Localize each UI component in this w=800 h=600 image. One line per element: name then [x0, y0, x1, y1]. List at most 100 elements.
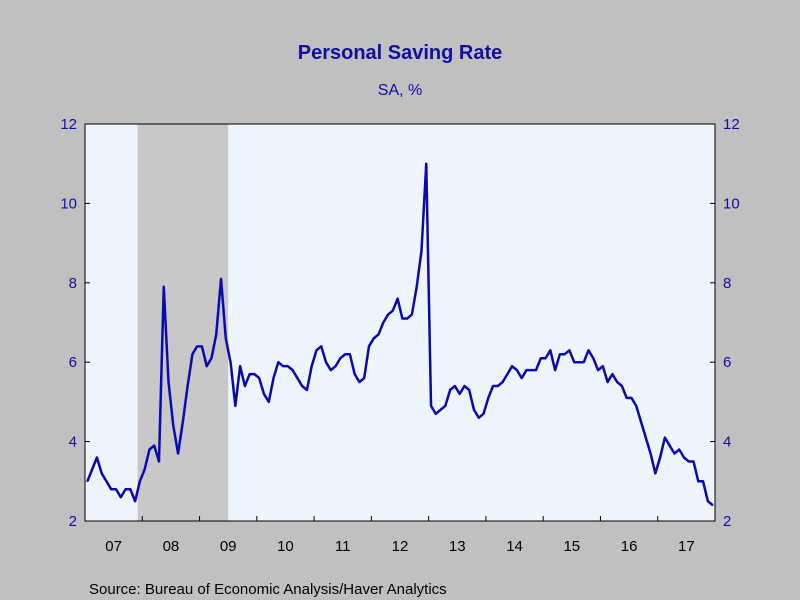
data-point [100, 472, 103, 475]
data-point [606, 381, 609, 383]
data-point [277, 361, 280, 364]
data-point [516, 369, 518, 371]
data-point [645, 436, 647, 439]
data-point [482, 413, 485, 415]
y-tick-label-right: 10 [723, 195, 740, 212]
chart-subtitle: SA, % [378, 82, 422, 99]
data-point [162, 285, 165, 288]
data-point [353, 373, 356, 375]
data-point [210, 357, 213, 360]
data-point [239, 365, 241, 367]
data-point [415, 285, 418, 288]
data-point [582, 361, 585, 364]
data-point [597, 369, 599, 371]
data-point [368, 345, 370, 348]
data-point [683, 456, 685, 459]
data-point [411, 313, 413, 316]
data-point [501, 381, 504, 383]
data-point [621, 385, 623, 387]
x-tick-label: 07 [105, 538, 122, 555]
data-point [454, 385, 456, 387]
y-axis-left-labels: 2 4 6 8 10 12 [60, 116, 77, 530]
data-point [334, 365, 337, 367]
data-point [654, 472, 657, 475]
data-point [458, 393, 461, 395]
data-point [220, 278, 222, 280]
x-tick-label: 08 [163, 538, 180, 555]
data-point [96, 456, 98, 459]
x-tick-label: 12 [392, 538, 409, 555]
data-point [568, 349, 571, 352]
y-tick-label-left: 6 [69, 354, 77, 371]
data-point [124, 488, 127, 491]
data-point [182, 420, 184, 423]
data-point [377, 333, 380, 336]
data-point [687, 460, 690, 463]
data-point [139, 480, 141, 483]
data-point [511, 365, 513, 367]
data-point [592, 357, 595, 360]
data-point [563, 353, 566, 356]
data-point [396, 297, 399, 300]
data-point [406, 317, 408, 320]
y-tick-label-left: 10 [60, 195, 77, 212]
data-point [272, 377, 275, 379]
y-tick-label-left: 8 [69, 275, 77, 292]
data-point [177, 452, 179, 455]
data-point [363, 377, 366, 379]
data-point [692, 460, 695, 463]
data-point [640, 420, 642, 423]
data-point [201, 345, 203, 348]
data-point [664, 436, 666, 439]
data-point [520, 377, 523, 379]
data-point [110, 488, 113, 491]
data-point [129, 488, 132, 491]
data-point [711, 504, 714, 506]
recession-band [137, 124, 229, 521]
data-point [559, 353, 561, 356]
source-note: Source: Bureau of Economic Analysis/Have… [89, 581, 447, 598]
data-point [625, 397, 628, 399]
data-point [339, 357, 342, 360]
y-tick-label-right: 4 [723, 434, 731, 451]
data-point [267, 401, 270, 403]
data-point [315, 349, 318, 352]
data-point [635, 405, 638, 407]
x-tick-label: 15 [563, 538, 580, 555]
data-point [540, 357, 542, 360]
data-point [143, 468, 146, 471]
chart-title: Personal Saving Rate [298, 42, 503, 64]
data-point [387, 313, 389, 316]
data-point [578, 361, 580, 364]
y-axis-right-labels: 2 4 6 8 10 12 [723, 116, 740, 530]
data-point [497, 385, 499, 387]
data-point [525, 369, 528, 371]
data-point [258, 377, 261, 379]
data-point [477, 416, 480, 419]
data-point [325, 361, 327, 364]
data-point [435, 413, 437, 415]
y-tick-label-right: 12 [723, 116, 740, 133]
data-point [702, 480, 704, 483]
x-tick-label: 16 [621, 538, 638, 555]
data-point [473, 409, 475, 411]
data-point [253, 373, 256, 375]
data-point [707, 500, 709, 502]
x-axis-labels: 07 08 09 10 11 12 13 14 15 16 17 [105, 538, 694, 555]
data-point [372, 337, 375, 340]
data-point [487, 397, 490, 399]
series-line [86, 162, 714, 507]
plot-frame [84, 123, 716, 522]
y-tick-label-right: 2 [723, 513, 731, 530]
y-tick-label-right: 8 [723, 275, 731, 292]
data-point [167, 381, 170, 383]
y-tick-label-left: 2 [69, 513, 77, 530]
data-point [248, 373, 251, 375]
data-point [134, 500, 136, 502]
data-point [616, 381, 618, 383]
data-point [105, 480, 108, 483]
data-point [320, 345, 323, 348]
x-tick-label: 17 [678, 538, 695, 555]
data-point [234, 405, 237, 407]
data-point [115, 488, 117, 491]
